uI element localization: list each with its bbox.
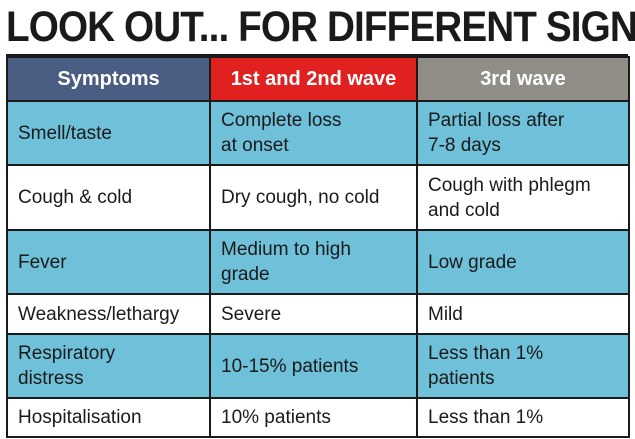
table-row: Smell/taste Complete loss at onset Partia… <box>6 100 630 166</box>
symptom-cell: Cough & cold <box>6 164 211 231</box>
wave-1-2-cell: 10-15% patients <box>209 333 418 399</box>
wave-1-2-cell: 10% patients <box>209 397 418 438</box>
wave-3-cell: Less than 1% <box>416 397 630 438</box>
table-header-row: Symptoms 1st and 2nd wave 3rd wave <box>6 56 630 102</box>
wave-3-cell: Partial loss after 7-8 days <box>416 100 630 166</box>
table-row: Fever Medium to high grade Low grade <box>6 229 630 295</box>
table-row: Respiratory distress 10-15% patients Less… <box>6 333 630 399</box>
header-third-wave: 3rd wave <box>416 56 630 102</box>
header-first-second-wave: 1st and 2nd wave <box>209 56 418 102</box>
symptom-cell: Hospitalisation <box>6 397 211 438</box>
symptom-cell: Smell/taste <box>6 100 211 166</box>
wave-1-2-cell: Severe <box>209 293 418 335</box>
wave-3-cell: Mild <box>416 293 630 335</box>
table-row: Weakness/lethargy Severe Mild <box>6 293 630 335</box>
header-symptoms: Symptoms <box>6 56 211 102</box>
wave-1-2-cell: Complete loss at onset <box>209 100 418 166</box>
wave-3-cell: Low grade <box>416 229 630 295</box>
headline: LOOK OUT... FOR DIFFERENT SIGNS <box>6 3 635 51</box>
symptom-cell: Respiratory distress <box>6 333 211 399</box>
symptoms-comparison-table: Symptoms 1st and 2nd wave 3rd wave Smell… <box>6 56 630 438</box>
symptom-cell: Weakness/lethargy <box>6 293 211 335</box>
table-row: Hospitalisation 10% patients Less than 1… <box>6 397 630 438</box>
symptom-cell: Fever <box>6 229 211 295</box>
table-row: Cough & cold Dry cough, no cold Cough wi… <box>6 164 630 231</box>
wave-3-cell: Less than 1% patients <box>416 333 630 399</box>
wave-1-2-cell: Dry cough, no cold <box>209 164 418 231</box>
wave-3-cell: Cough with phlegm and cold <box>416 164 630 231</box>
headline-rule <box>6 54 628 56</box>
wave-1-2-cell: Medium to high grade <box>209 229 418 295</box>
